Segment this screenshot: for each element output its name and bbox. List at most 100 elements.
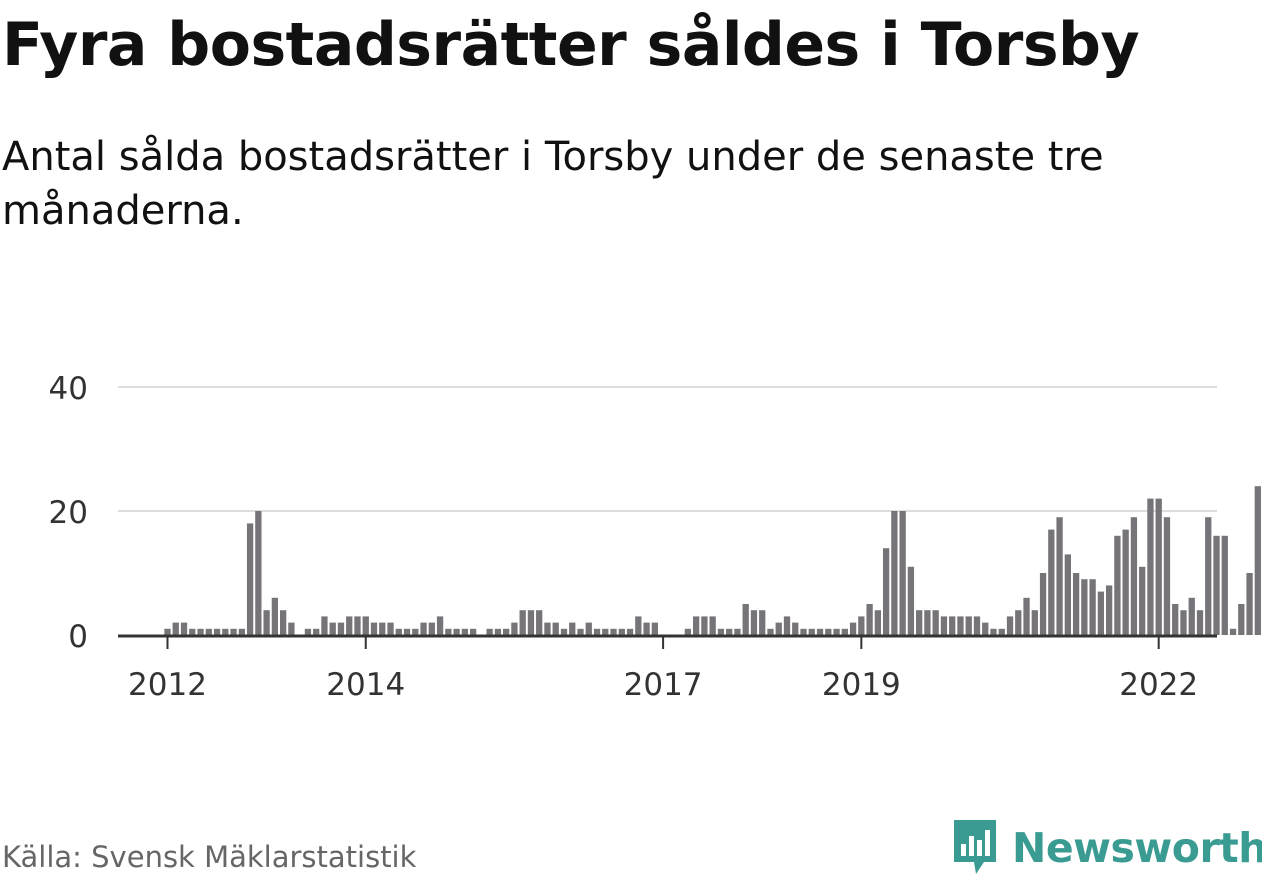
bar [329,622,336,635]
bar [1006,616,1014,635]
bar [1188,597,1195,635]
bar [569,622,576,635]
bar [271,597,279,635]
y-tick-label: 0 [68,619,88,655]
bar [560,628,568,635]
bar [1196,610,1204,635]
bar [222,628,229,635]
bar [436,616,444,635]
x-tick-label: 2014 [326,667,405,703]
gridlines [118,386,1217,512]
bar [833,628,840,635]
bar [949,616,956,635]
bar [899,511,906,635]
bar [1064,554,1071,635]
bar [891,511,898,635]
bar [1213,535,1220,635]
bar [379,622,386,635]
bar [792,622,799,635]
bar [1147,498,1154,635]
bar [1139,566,1146,635]
newsworthy-logo-icon [954,820,996,874]
bar [1015,610,1022,635]
bar [783,616,791,635]
bar [651,622,658,635]
bar [412,628,419,635]
bars [164,486,1261,635]
bar [643,622,650,635]
bar [1081,579,1088,635]
bar [767,628,774,635]
bar [255,511,262,635]
bar [726,628,733,635]
bar [238,628,245,635]
bar [825,628,832,635]
bar [1097,591,1105,635]
bar [321,616,328,635]
bar [717,628,725,635]
x-axis-ticks: 201220142017201920222024 [128,636,1198,703]
bar [800,628,807,635]
bar [1039,573,1047,635]
bar [701,616,708,635]
bar [288,622,295,635]
bar [362,616,369,635]
bar [990,628,997,635]
bar [924,610,931,635]
bar [585,622,592,635]
bar [544,622,551,635]
bar [1205,517,1212,635]
x-tick-label: 2019 [822,667,901,703]
source-note: Källa: Svensk Mäklarstatistik [2,840,417,874]
bar [916,610,923,635]
bar [692,616,700,635]
bar [849,622,857,635]
bar [519,610,526,635]
bar [635,616,642,635]
bar [527,610,535,635]
bar [469,628,477,635]
bar [808,628,815,635]
bar [453,628,460,635]
bar [1221,535,1228,635]
bar [965,616,972,635]
bar [858,616,865,635]
bar [354,616,361,635]
bar [841,628,848,635]
bar [593,628,601,635]
bar [164,628,171,635]
bar [189,628,196,635]
bar [213,628,221,635]
x-tick-label: 2012 [128,667,207,703]
bar [618,628,625,635]
newsworthy-logo-text: Newsworthy [1012,824,1262,872]
x-tick-label: 2022 [1119,667,1198,703]
bar [626,628,634,635]
bar [602,628,609,635]
bar [395,628,402,635]
bar [180,622,188,635]
bar [420,622,427,635]
bar [1246,573,1253,635]
bar [552,622,559,635]
bar [263,610,270,635]
bar [1172,604,1179,635]
bar [205,628,212,635]
bar [882,548,890,635]
bar [998,628,1005,635]
bar [1114,535,1121,635]
bar [1163,517,1171,635]
bar [1089,579,1096,635]
bar [1023,597,1030,635]
bar [172,622,179,635]
bar [1254,486,1261,635]
bar [503,628,510,635]
bar [982,622,989,635]
bar [197,628,204,635]
bar [957,616,964,635]
bar [750,610,758,635]
bar [907,566,915,635]
bar [1056,517,1063,635]
bar [494,628,502,635]
